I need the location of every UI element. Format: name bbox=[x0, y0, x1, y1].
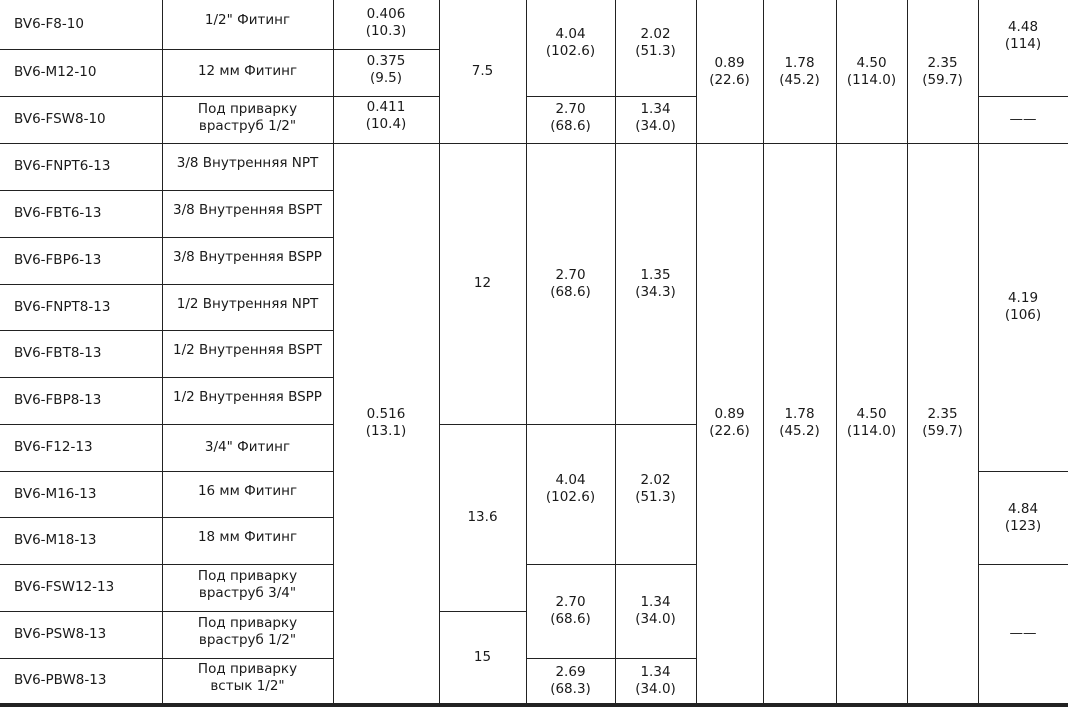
row-divider bbox=[0, 49, 439, 50]
dim-a-value: 2.69 (68.3) bbox=[550, 663, 591, 697]
model-code: BV6-FSW12-13 bbox=[14, 579, 115, 595]
row-divider bbox=[526, 658, 696, 659]
dim-c-value: 0.89 (22.6) bbox=[709, 406, 750, 439]
group-divider bbox=[0, 143, 1068, 144]
orifice-value: 0.406 (10.3) bbox=[365, 5, 407, 39]
dim-g-empty: —— bbox=[1009, 111, 1037, 127]
dim-g-value: 4.19 (106) bbox=[1004, 290, 1042, 323]
row-divider bbox=[439, 611, 526, 612]
dim-a-value: 4.04 (102.6) bbox=[545, 26, 596, 59]
dim-d-value: 1.78 (45.2) bbox=[779, 54, 820, 88]
row-divider bbox=[0, 330, 333, 331]
dim-b-value: 2.02 (51.3) bbox=[635, 472, 676, 505]
connection-type: 3/8 Внутренняя NPT bbox=[176, 155, 319, 171]
row-divider bbox=[0, 658, 333, 659]
row-divider bbox=[0, 564, 333, 565]
model-code: BV6-M12-10 bbox=[14, 64, 97, 80]
connection-type: Под приварку враструб 3/4" bbox=[197, 568, 298, 601]
connection-type: 1/2 Внутренняя BSPT bbox=[172, 342, 322, 358]
cv-value: 7.5 bbox=[471, 63, 494, 79]
column-divider bbox=[439, 0, 440, 703]
model-code: BV6-PBW8-13 bbox=[14, 672, 107, 688]
row-divider bbox=[0, 377, 333, 378]
dim-g-empty: —— bbox=[1009, 625, 1037, 641]
column-divider bbox=[333, 0, 334, 703]
column-divider bbox=[696, 0, 697, 703]
dim-b-value: 1.34 (34.0) bbox=[635, 663, 676, 697]
connection-type: 3/4" Фитинг bbox=[204, 439, 291, 455]
column-divider bbox=[907, 0, 908, 703]
row-divider bbox=[526, 96, 696, 97]
dim-g-value: 4.48 (114) bbox=[1004, 19, 1042, 52]
dim-c-value: 0.89 (22.6) bbox=[709, 54, 750, 88]
column-divider bbox=[526, 0, 527, 703]
model-code: BV6-M18-13 bbox=[14, 532, 97, 548]
row-divider bbox=[0, 190, 333, 191]
model-code: BV6-F8-10 bbox=[14, 16, 84, 32]
table-bottom-rule bbox=[0, 703, 1068, 707]
cv-value: 12 bbox=[473, 275, 492, 291]
model-code: BV6-FNPT8-13 bbox=[14, 298, 111, 315]
cv-value: 13.6 bbox=[467, 509, 498, 525]
dim-e-value: 4.50 (114.0) bbox=[846, 54, 897, 88]
row-divider bbox=[0, 96, 439, 97]
connection-type: 1/2" Фитинг bbox=[204, 12, 291, 28]
column-divider bbox=[615, 0, 616, 703]
dim-a-value: 4.04 (102.6) bbox=[545, 472, 596, 505]
model-code: BV6-PSW8-13 bbox=[14, 626, 107, 642]
orifice-value: 0.411 (10.4) bbox=[365, 99, 407, 132]
row-divider bbox=[0, 611, 333, 612]
orifice-value: 0.375 (9.5) bbox=[366, 53, 406, 86]
dim-g-value: 4.84 (123) bbox=[1004, 500, 1042, 534]
connection-type: 18 мм Фитинг bbox=[197, 529, 298, 545]
connection-type: 3/8 Внутренняя BSPP bbox=[173, 249, 322, 265]
connection-type: 3/8 Внутренняя BSPT bbox=[172, 202, 322, 218]
dim-f-value: 2.35 (59.7) bbox=[922, 54, 963, 88]
row-divider bbox=[978, 564, 1068, 565]
model-code: BV6-M16-13 bbox=[14, 485, 97, 502]
dim-b-value: 1.34 (34.0) bbox=[635, 594, 676, 627]
cv-value: 15 bbox=[473, 648, 492, 665]
model-code: BV6-FBT6-13 bbox=[14, 205, 102, 221]
dim-b-value: 1.35 (34.3) bbox=[635, 266, 676, 300]
dim-a-value: 2.70 (68.6) bbox=[550, 101, 591, 134]
dim-f-value: 2.35 (59.7) bbox=[922, 406, 963, 439]
dim-b-value: 1.34 (34.0) bbox=[635, 101, 676, 134]
model-code: BV6-FBT8-13 bbox=[14, 345, 102, 361]
row-divider bbox=[0, 471, 333, 472]
dim-d-value: 1.78 (45.2) bbox=[779, 406, 820, 439]
row-divider bbox=[978, 96, 1068, 97]
row-divider bbox=[0, 424, 333, 425]
row-divider bbox=[0, 237, 333, 238]
column-divider bbox=[836, 0, 837, 703]
dim-a-value: 2.70 (68.6) bbox=[550, 594, 591, 627]
connection-type: 1/2 Внутренняя NPT bbox=[176, 295, 319, 312]
row-divider bbox=[0, 284, 333, 285]
connection-type: Под приварку встык 1/2" bbox=[197, 661, 298, 694]
column-divider bbox=[162, 0, 163, 703]
orifice-value: 0.516 (13.1) bbox=[365, 406, 407, 439]
model-code: BV6-F12-13 bbox=[14, 439, 93, 455]
model-code: BV6-FSW8-10 bbox=[14, 111, 106, 127]
model-code: BV6-FBP8-13 bbox=[14, 392, 102, 408]
dim-b-value: 2.02 (51.3) bbox=[635, 26, 676, 59]
row-divider bbox=[439, 424, 696, 425]
connection-type: 1/2 Внутренняя BSPP bbox=[173, 389, 322, 405]
model-code: BV6-FBP6-13 bbox=[14, 252, 102, 268]
connection-type: Под приварку враструб 1/2" bbox=[197, 615, 298, 648]
dim-e-value: 4.50 (114.0) bbox=[846, 406, 897, 439]
connection-type: 12 мм Фитинг bbox=[197, 62, 298, 79]
row-divider bbox=[978, 471, 1068, 472]
model-code: BV6-FNPT6-13 bbox=[14, 158, 111, 174]
connection-type: 16 мм Фитинг bbox=[197, 482, 298, 499]
dim-a-value: 2.70 (68.6) bbox=[550, 266, 591, 300]
connection-type: Под приварку враструб 1/2" bbox=[197, 101, 298, 134]
column-divider bbox=[978, 0, 979, 703]
row-divider bbox=[0, 517, 333, 518]
column-divider bbox=[763, 0, 764, 703]
row-divider bbox=[526, 564, 696, 565]
